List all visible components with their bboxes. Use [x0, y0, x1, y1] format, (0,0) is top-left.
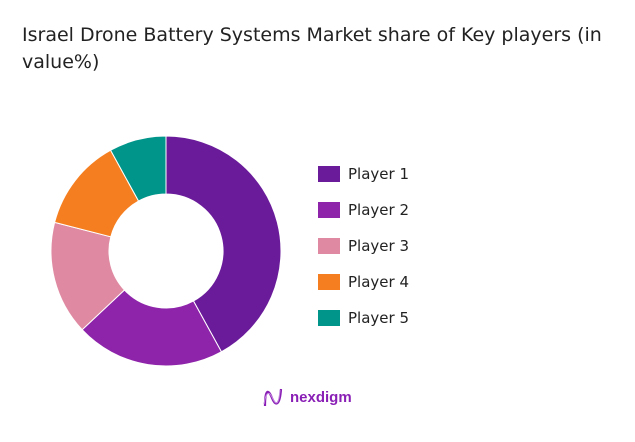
legend-item: Player 5	[318, 300, 409, 336]
legend-item: Player 1	[318, 156, 409, 192]
legend-swatch	[318, 202, 340, 218]
legend-item: Player 2	[318, 192, 409, 228]
legend-label: Player 4	[348, 273, 409, 291]
legend-label: Player 2	[348, 201, 409, 219]
legend-label: Player 3	[348, 237, 409, 255]
chart-title: Israel Drone Battery Systems Market shar…	[22, 24, 602, 73]
slice-player-5	[109, 135, 167, 202]
legend: Player 1 Player 2 Player 3 Player 4 Player 5	[318, 156, 409, 336]
legend-swatch	[318, 238, 340, 254]
slice-player-1	[165, 135, 282, 353]
legend-swatch	[318, 274, 340, 290]
logo-icon	[263, 388, 283, 407]
legend-label: Player 5	[348, 309, 409, 327]
brand-name: nexdigm	[290, 388, 352, 406]
legend-swatch	[318, 166, 340, 182]
legend-swatch	[318, 310, 340, 326]
legend-item: Player 3	[318, 228, 409, 264]
slice-player-2	[81, 289, 223, 367]
legend-item: Player 4	[318, 264, 409, 300]
legend-label: Player 1	[348, 165, 409, 183]
nexdigm-logo: nexdigm	[262, 386, 352, 408]
